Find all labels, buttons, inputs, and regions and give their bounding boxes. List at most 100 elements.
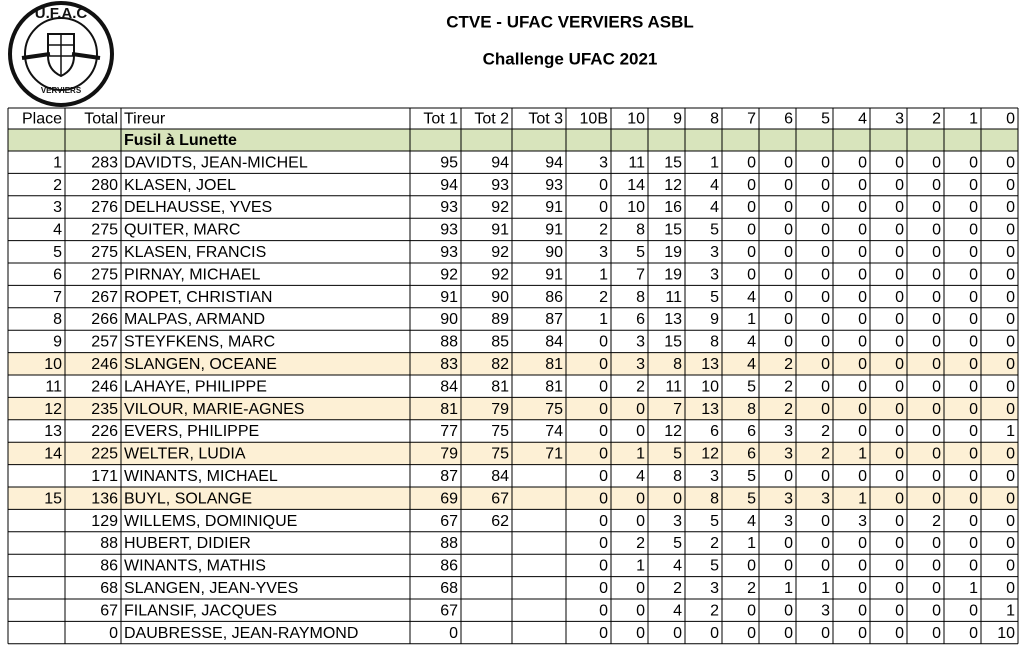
cell-value: 0 bbox=[969, 154, 978, 171]
cell-value: 0 bbox=[895, 625, 904, 642]
cell-value: 8 bbox=[710, 334, 719, 351]
cell-value: 0 bbox=[858, 580, 867, 597]
cell-value: 0 bbox=[784, 468, 793, 485]
cell-value: 91 bbox=[545, 266, 563, 283]
cell-value: 0 bbox=[784, 244, 793, 261]
cell-value: 0 bbox=[858, 334, 867, 351]
cell-value: 92 bbox=[491, 266, 509, 283]
cell-value: 83 bbox=[440, 356, 458, 373]
shooter-name: BUYL, SOLANGE bbox=[124, 490, 252, 507]
cell-value: 0 bbox=[1006, 289, 1015, 306]
cell-value: 0 bbox=[1006, 177, 1015, 194]
cell-value: 0 bbox=[821, 154, 830, 171]
cell-value: 0 bbox=[932, 311, 941, 328]
cell-value: 5 bbox=[710, 222, 719, 239]
cell-value: 0 bbox=[932, 446, 941, 463]
cell-value: 0 bbox=[599, 401, 608, 418]
cell-value: 90 bbox=[440, 311, 458, 328]
cell-value: 0 bbox=[599, 423, 608, 440]
cell-value: 7 bbox=[636, 266, 645, 283]
cell-value: 3 bbox=[710, 244, 719, 261]
column-header: Total bbox=[84, 111, 118, 128]
cell-value: 93 bbox=[440, 199, 458, 216]
cell-value: 5 bbox=[673, 446, 682, 463]
cell-value: 0 bbox=[932, 378, 941, 395]
shooter-name: HUBERT, DIDIER bbox=[124, 535, 251, 552]
cell-value: 91 bbox=[440, 289, 458, 306]
column-header: 9 bbox=[673, 111, 682, 128]
cell-value: 94 bbox=[491, 154, 509, 171]
cell-value: 0 bbox=[969, 199, 978, 216]
cell-value: 92 bbox=[491, 199, 509, 216]
cell-value: 12 bbox=[44, 401, 62, 418]
cell-value: 74 bbox=[545, 423, 563, 440]
shooter-name: DAUBRESSE, JEAN-RAYMOND bbox=[124, 625, 358, 642]
cell-value: 81 bbox=[545, 378, 563, 395]
cell-value: 14 bbox=[627, 177, 645, 194]
shooter-name: EVERS, PHILIPPE bbox=[124, 423, 259, 440]
cell-value: 84 bbox=[545, 334, 563, 351]
cell-value: 2 bbox=[784, 401, 793, 418]
cell-value: 4 bbox=[747, 513, 756, 530]
cell-value: 15 bbox=[664, 154, 682, 171]
cell-value: 0 bbox=[858, 602, 867, 619]
shooter-name: PIRNAY, MICHAEL bbox=[124, 266, 260, 283]
cell-value: 3 bbox=[784, 423, 793, 440]
cell-value: 0 bbox=[932, 199, 941, 216]
cell-value: 13 bbox=[664, 311, 682, 328]
cell-value: 0 bbox=[599, 334, 608, 351]
cell-value: 0 bbox=[895, 446, 904, 463]
cell-value: 67 bbox=[440, 602, 458, 619]
cell-value: 0 bbox=[932, 244, 941, 261]
shooter-name: DELHAUSSE, YVES bbox=[124, 199, 272, 216]
cell-value: 0 bbox=[109, 625, 118, 642]
column-header: 7 bbox=[747, 111, 756, 128]
cell-value: 0 bbox=[858, 199, 867, 216]
cell-value: 0 bbox=[895, 334, 904, 351]
cell-value: 0 bbox=[932, 401, 941, 418]
cell-value: 4 bbox=[710, 199, 719, 216]
cell-value: 91 bbox=[545, 199, 563, 216]
column-header: Tireur bbox=[124, 111, 166, 128]
cell-value: 8 bbox=[636, 289, 645, 306]
cell-value: 0 bbox=[784, 558, 793, 575]
cell-value: 2 bbox=[636, 535, 645, 552]
cell-value: 0 bbox=[932, 334, 941, 351]
cell-value: 0 bbox=[969, 513, 978, 530]
cell-value: 0 bbox=[821, 266, 830, 283]
cell-value: 0 bbox=[1006, 311, 1015, 328]
cell-value: 93 bbox=[440, 244, 458, 261]
cell-value: 0 bbox=[932, 266, 941, 283]
cell-value: 0 bbox=[784, 625, 793, 642]
cell-value: 81 bbox=[440, 401, 458, 418]
cell-value: 0 bbox=[858, 311, 867, 328]
cell-value: 3 bbox=[784, 490, 793, 507]
column-header: 0 bbox=[1006, 111, 1015, 128]
cell-value: 15 bbox=[664, 222, 682, 239]
cell-value: 0 bbox=[969, 490, 978, 507]
cell-value: 0 bbox=[599, 199, 608, 216]
cell-value: 0 bbox=[599, 580, 608, 597]
cell-value: 0 bbox=[895, 602, 904, 619]
cell-value: 1 bbox=[969, 580, 978, 597]
cell-value: 0 bbox=[895, 580, 904, 597]
cell-value: 0 bbox=[1006, 401, 1015, 418]
cell-value: 3 bbox=[710, 580, 719, 597]
cell-value: 19 bbox=[664, 266, 682, 283]
logo-rifles bbox=[21, 52, 101, 60]
cell-value: 0 bbox=[784, 334, 793, 351]
cell-value: 0 bbox=[1006, 378, 1015, 395]
cell-value: 0 bbox=[895, 468, 904, 485]
cell-value: 3 bbox=[821, 490, 830, 507]
cell-value: 14 bbox=[44, 446, 62, 463]
cell-value: 4 bbox=[747, 356, 756, 373]
cell-value: 0 bbox=[932, 580, 941, 597]
cell-value: 0 bbox=[895, 311, 904, 328]
cell-value: 91 bbox=[545, 222, 563, 239]
cell-value: 0 bbox=[747, 602, 756, 619]
cell-value: 0 bbox=[1006, 222, 1015, 239]
cell-value: 1 bbox=[784, 580, 793, 597]
cell-value: 19 bbox=[664, 244, 682, 261]
cell-value: 1 bbox=[599, 266, 608, 283]
cell-value: 0 bbox=[784, 199, 793, 216]
